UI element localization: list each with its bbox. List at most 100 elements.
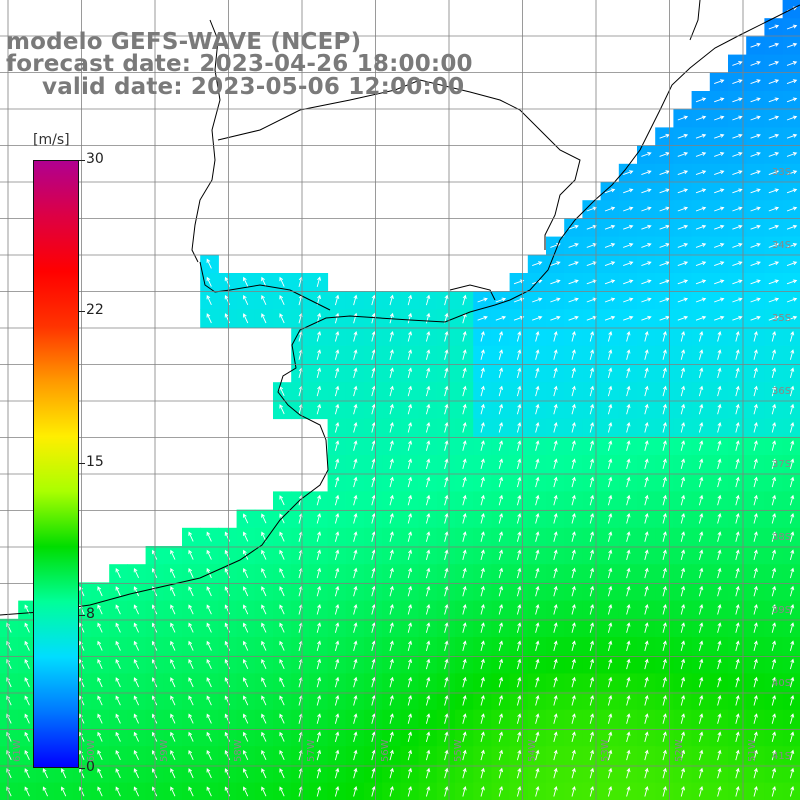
wind-arrow — [771, 622, 777, 633]
wind-arrow — [498, 658, 504, 670]
wind-arrow — [133, 731, 140, 742]
wind-arrow — [717, 658, 722, 670]
wind-arrow — [334, 476, 340, 488]
wind-arrow — [717, 676, 722, 688]
wind-arrow — [242, 695, 249, 706]
wind-arrow — [206, 713, 212, 724]
wind-arrow — [425, 512, 431, 524]
latitude-label: 34S — [772, 240, 792, 251]
wind-arrow — [698, 549, 704, 561]
wind-arrow — [695, 97, 707, 103]
wind-arrow — [571, 640, 576, 652]
wind-arrow — [115, 622, 121, 633]
wind-arrow — [626, 694, 631, 706]
wind-arrow — [206, 658, 212, 669]
wind-arrow — [753, 676, 758, 688]
wind-arrow — [334, 622, 340, 633]
wind-arrow — [407, 330, 413, 342]
wind-arrow — [498, 494, 504, 506]
wind-arrow — [498, 476, 504, 488]
wind-arrow — [188, 695, 194, 706]
wind-arrow — [607, 676, 613, 688]
wind-arrow — [644, 349, 649, 360]
wind-arrow — [444, 622, 449, 633]
wind-arrow — [498, 785, 504, 797]
wind-arrow — [571, 421, 576, 433]
wind-arrows — [6, 6, 798, 797]
wind-arrow — [571, 622, 576, 633]
wind-arrow — [444, 294, 449, 306]
wind-arrow — [717, 767, 722, 779]
wind-arrow — [316, 731, 322, 743]
wind-arrow — [206, 604, 212, 615]
wind-arrow — [535, 512, 540, 524]
wind-arrow — [261, 513, 267, 524]
wind-arrow — [444, 585, 449, 597]
wind-arrow — [571, 658, 576, 670]
wind-arrow — [680, 585, 686, 597]
wind-arrow — [242, 786, 249, 797]
wind-arrow — [425, 713, 431, 724]
wind-arrow — [698, 440, 704, 451]
wind-arrow — [607, 421, 613, 433]
wind-arrow — [717, 785, 722, 797]
wind-arrow — [279, 677, 285, 688]
wind-arrow — [659, 133, 670, 139]
wind-arrow — [732, 61, 743, 66]
wind-arrow — [607, 585, 613, 597]
wind-arrow — [444, 749, 449, 761]
wind-arrow — [444, 512, 449, 524]
wind-arrow — [316, 676, 322, 688]
wind-arrow — [498, 531, 504, 542]
wind-arrow — [133, 749, 140, 760]
wind-arrow — [371, 421, 376, 433]
wind-arrow — [750, 188, 761, 194]
wind-arrow — [662, 512, 667, 524]
wind-arrow — [553, 749, 558, 761]
wind-arrow — [462, 549, 467, 561]
wind-arrow — [750, 97, 761, 103]
wind-arrow — [188, 640, 194, 651]
wind-arrow — [789, 603, 795, 615]
wind-arrow — [389, 349, 394, 360]
wind-arrow — [407, 785, 413, 797]
wind-arrow — [680, 549, 686, 561]
wind-arrow — [698, 494, 704, 506]
wind-arrow — [425, 330, 431, 342]
wind-arrow — [97, 658, 103, 669]
wind-arrow — [188, 622, 194, 633]
wind-arrow — [695, 279, 707, 285]
wind-arrow — [695, 133, 707, 139]
wind-arrow — [353, 330, 358, 342]
wind-arrow — [568, 297, 579, 303]
wind-arrow — [644, 512, 649, 524]
wind-arrow — [371, 567, 376, 579]
wind-arrow — [261, 604, 267, 615]
wind-arrow — [462, 622, 467, 633]
wind-arrow — [206, 695, 212, 706]
wind-arrow — [480, 603, 485, 615]
wind-arrow — [371, 622, 376, 633]
wind-arrow — [334, 694, 340, 706]
wind-arrow — [589, 585, 595, 597]
wind-arrow — [462, 713, 467, 724]
wind-arrow — [425, 312, 431, 324]
latitude-label: 33S — [772, 167, 792, 178]
coastline-segment — [449, 284, 496, 301]
wind-arrow — [789, 476, 795, 488]
wind-arrow — [261, 549, 267, 560]
wind-arrow — [353, 658, 358, 670]
wind-arrow — [498, 622, 504, 633]
wind-arrow — [444, 767, 449, 779]
wind-arrow — [407, 749, 413, 761]
wind-arrow — [641, 206, 652, 212]
wind-arrow — [553, 512, 558, 524]
wind-arrow — [480, 658, 485, 670]
latitude-label: 40S — [772, 678, 792, 689]
wind-arrow — [353, 694, 358, 706]
wind-arrow — [589, 658, 595, 670]
wind-arrow — [242, 768, 249, 779]
wind-arrow — [407, 713, 413, 724]
wind-arrow — [261, 313, 267, 324]
